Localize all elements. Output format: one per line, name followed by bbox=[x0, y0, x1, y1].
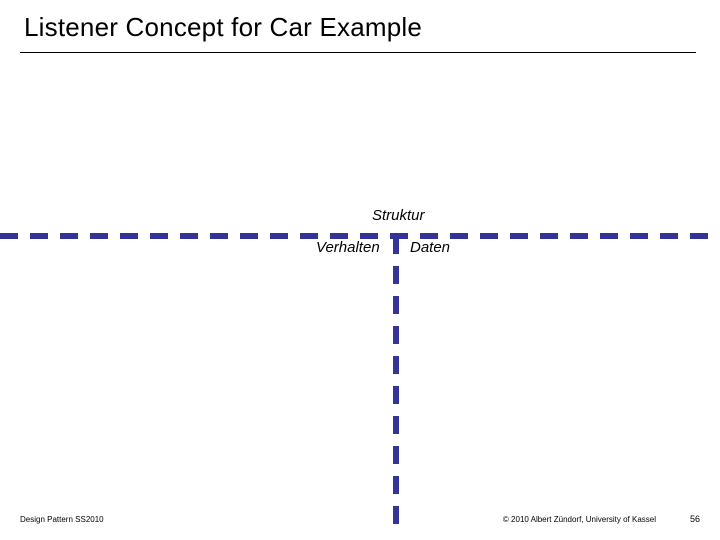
label-struktur: Struktur bbox=[372, 207, 425, 224]
page-number: 56 bbox=[690, 514, 700, 524]
footer-right: © 2010 Albert Zündorf, University of Kas… bbox=[503, 515, 656, 524]
axis-diagram bbox=[0, 0, 720, 540]
slide: Listener Concept for Car Example Struktu… bbox=[0, 0, 720, 540]
label-verhalten: Verhalten bbox=[316, 239, 380, 256]
label-daten: Daten bbox=[410, 239, 450, 256]
footer-left: Design Pattern SS2010 bbox=[20, 515, 104, 524]
